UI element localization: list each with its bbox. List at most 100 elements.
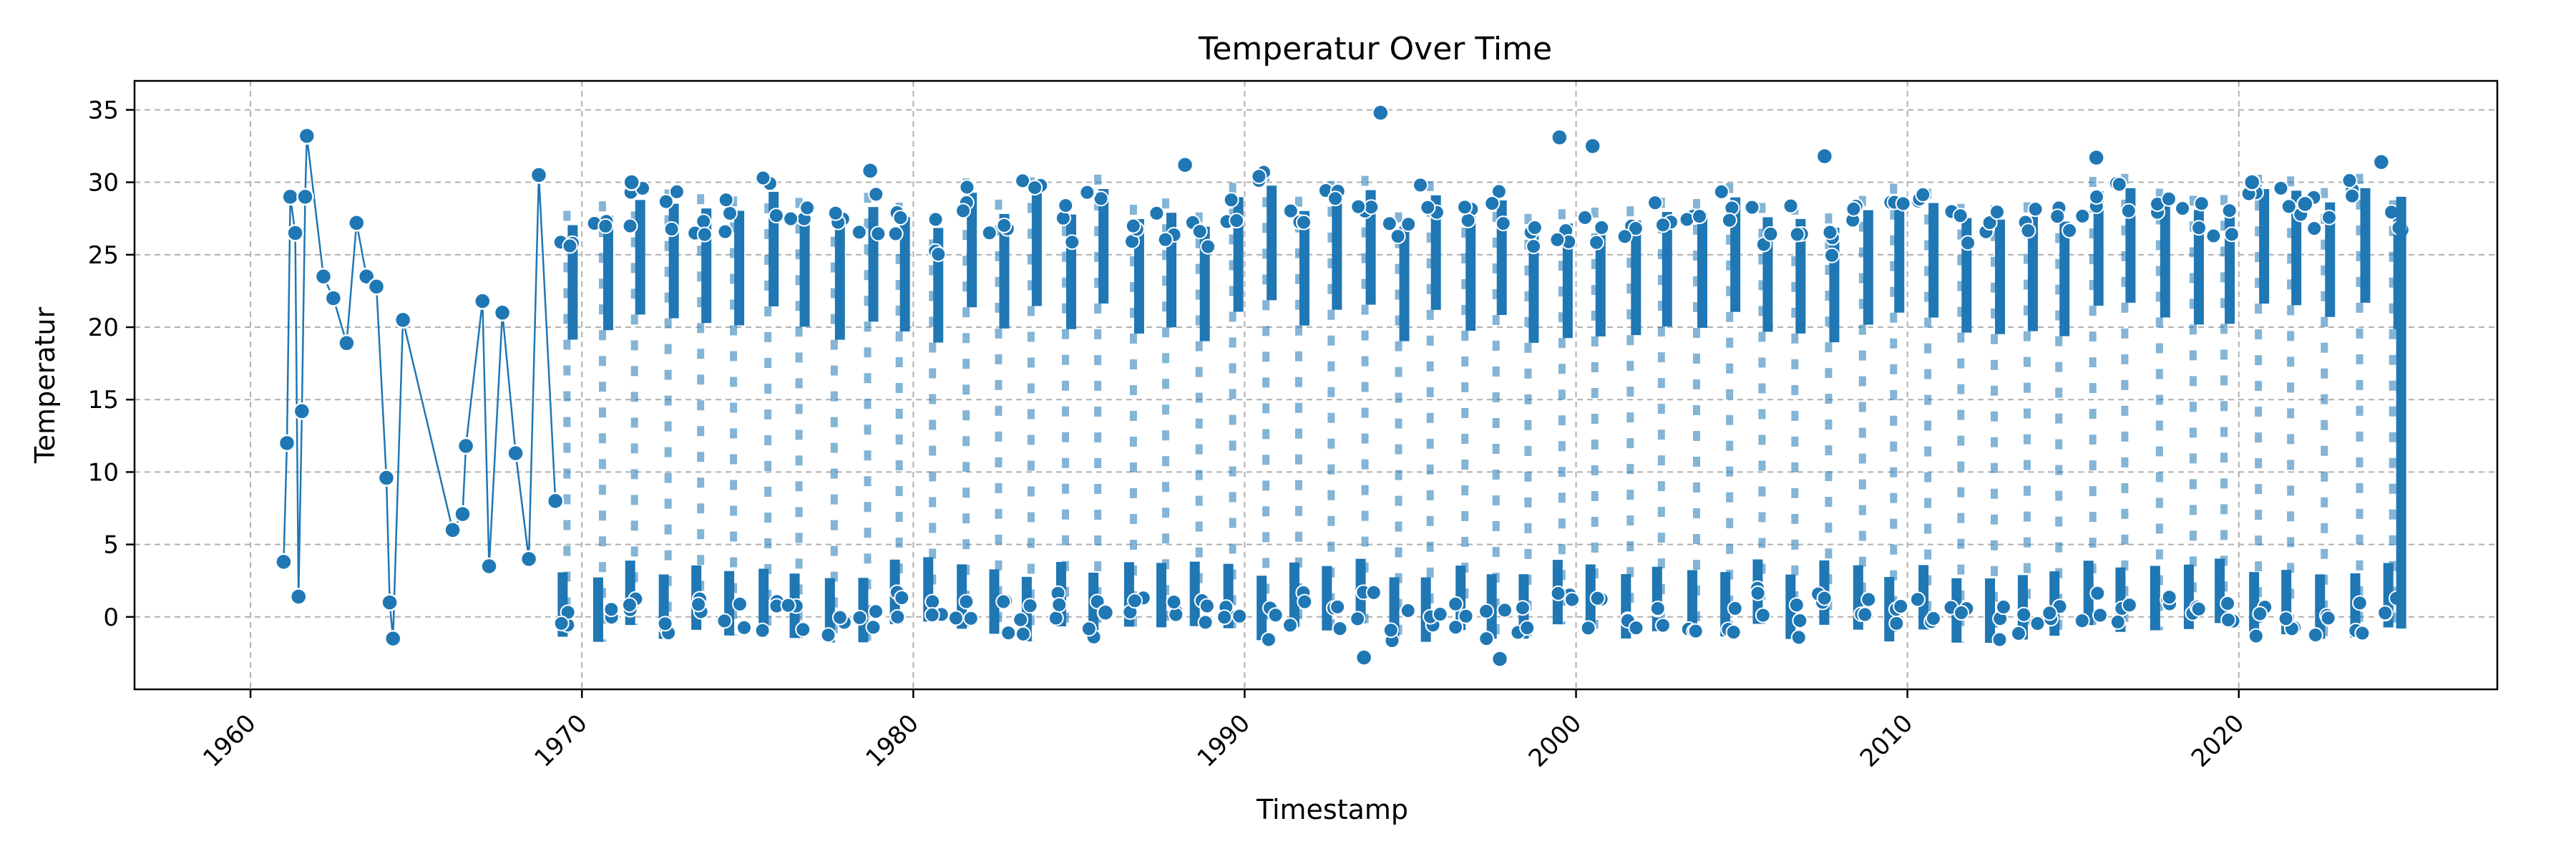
data-point xyxy=(2111,176,2127,193)
data-point xyxy=(1526,238,1542,255)
data-point xyxy=(2377,605,2394,621)
x-tick-label: 1980 xyxy=(860,709,924,772)
y-tick-label: 5 xyxy=(103,531,119,560)
grid-lines xyxy=(135,81,2497,689)
data-point xyxy=(2351,595,2368,611)
data-point xyxy=(289,588,308,606)
dense-series-columns xyxy=(552,164,2410,649)
data-point xyxy=(1191,223,1208,240)
data-point xyxy=(1093,190,1109,207)
data-point xyxy=(1216,609,1233,626)
data-point xyxy=(827,205,844,221)
data-point xyxy=(507,444,525,462)
data-point xyxy=(1654,617,1671,634)
data-point xyxy=(1231,608,1248,624)
data-point xyxy=(2252,606,2268,622)
data-point xyxy=(1332,621,1348,637)
data-point xyxy=(930,246,947,263)
data-point xyxy=(1816,590,1833,606)
data-point xyxy=(981,225,997,241)
data-point xyxy=(1792,612,1808,629)
data-point xyxy=(892,210,909,226)
data-point xyxy=(338,334,356,352)
data-point xyxy=(1327,190,1344,207)
data-point xyxy=(1888,615,1905,631)
data-point xyxy=(1350,198,1367,215)
data-point xyxy=(1048,610,1064,626)
data-point xyxy=(851,224,867,241)
data-point xyxy=(1647,195,1664,211)
data-point xyxy=(1727,600,1743,616)
data-point xyxy=(1960,235,1976,251)
data-point xyxy=(861,162,879,180)
data-point xyxy=(1372,104,1390,122)
data-point xyxy=(1655,217,1672,233)
data-point xyxy=(1125,218,1141,234)
data-point xyxy=(597,218,614,234)
data-point xyxy=(546,492,565,510)
data-point xyxy=(1788,597,1805,613)
data-point xyxy=(2341,173,2358,189)
data-point xyxy=(927,211,944,228)
data-point xyxy=(2041,605,2058,621)
data-point xyxy=(1484,195,1501,212)
data-point xyxy=(1460,212,1476,228)
data-point xyxy=(1822,224,1838,241)
data-point xyxy=(1200,238,1216,255)
data-point xyxy=(1365,584,1382,601)
data-point xyxy=(1420,199,1436,215)
data-point xyxy=(2160,190,2177,207)
data-point xyxy=(2191,220,2207,236)
data-point xyxy=(1355,649,1373,666)
data-point xyxy=(2020,223,2036,239)
data-point xyxy=(1176,156,1194,174)
data-point xyxy=(394,311,412,329)
data-point xyxy=(1627,220,1644,237)
data-point xyxy=(1995,599,2011,616)
data-point xyxy=(1845,200,1862,217)
data-point xyxy=(2372,153,2391,171)
data-point xyxy=(1893,598,1909,614)
data-point xyxy=(868,186,884,203)
data-point xyxy=(1909,591,1926,608)
data-point xyxy=(1458,608,1474,624)
data-point xyxy=(2175,200,2191,217)
data-point xyxy=(2121,597,2137,613)
data-point xyxy=(1755,607,1771,623)
data-point xyxy=(1390,228,1406,245)
data-point xyxy=(553,615,570,631)
data-point xyxy=(1824,247,1840,263)
data-point xyxy=(2296,195,2314,213)
data-point xyxy=(603,601,620,618)
data-point xyxy=(1166,593,1182,610)
y-axis-label: Temperatur xyxy=(29,307,61,465)
y-tick-label: 15 xyxy=(88,386,119,414)
y-tick-label: 30 xyxy=(88,169,119,198)
x-tick-label: 2020 xyxy=(2186,709,2250,772)
data-point xyxy=(384,629,402,648)
data-point xyxy=(1649,600,1666,616)
data-point xyxy=(1478,603,1495,619)
data-point xyxy=(1519,620,1536,636)
data-point xyxy=(799,200,816,216)
data-point xyxy=(1692,208,1708,225)
data-point xyxy=(1096,603,1115,621)
data-point xyxy=(348,214,366,232)
data-point xyxy=(889,608,906,625)
data-point xyxy=(367,278,386,296)
data-point xyxy=(2088,189,2104,205)
data-point xyxy=(1687,623,1704,639)
data-point xyxy=(1580,620,1596,636)
data-point xyxy=(691,596,707,613)
x-tick-label: 1990 xyxy=(1192,709,1256,772)
data-point xyxy=(1022,598,1038,614)
data-point xyxy=(2273,180,2289,196)
data-point xyxy=(1382,622,1399,639)
data-point xyxy=(622,218,638,234)
data-point xyxy=(1815,147,1834,165)
data-point xyxy=(1267,607,1284,623)
data-point xyxy=(480,557,498,576)
data-point xyxy=(1282,203,1299,219)
data-point xyxy=(278,434,296,452)
